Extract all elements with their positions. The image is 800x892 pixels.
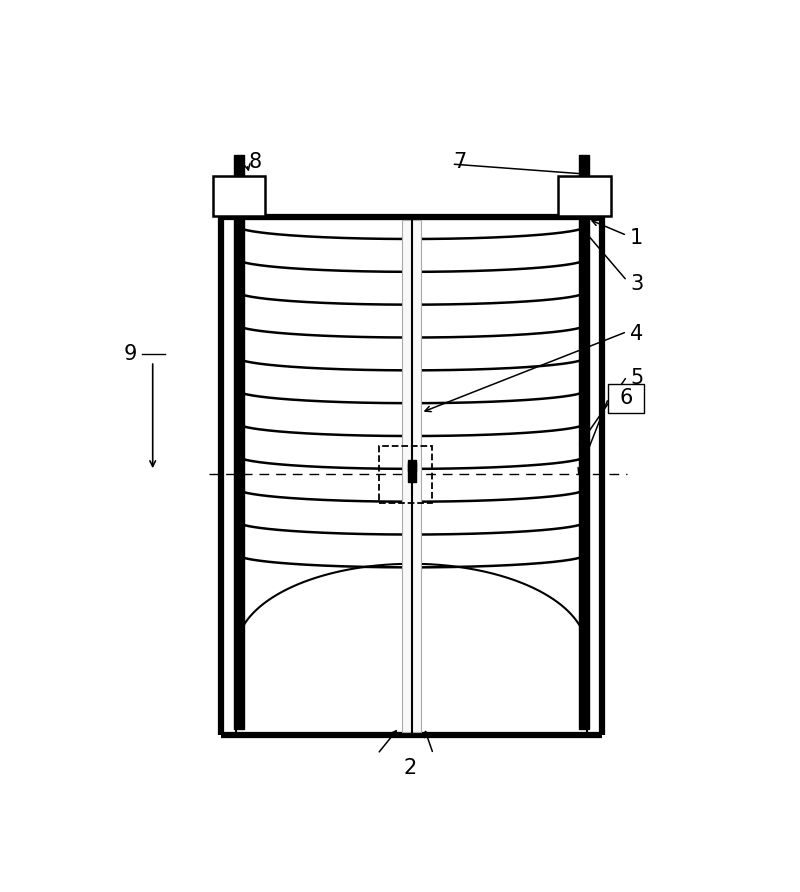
Text: 3: 3 <box>630 274 643 293</box>
Bar <box>213 176 266 216</box>
Text: 2: 2 <box>403 758 417 778</box>
Bar <box>558 176 610 216</box>
Bar <box>407 463 415 483</box>
Text: 6: 6 <box>620 388 633 409</box>
Text: 1: 1 <box>630 227 643 248</box>
Bar <box>407 459 415 471</box>
Bar <box>608 384 644 413</box>
Text: 8: 8 <box>249 152 262 172</box>
Text: 5: 5 <box>630 368 643 388</box>
Bar <box>234 155 244 729</box>
Bar <box>579 155 590 729</box>
Bar <box>402 220 421 732</box>
Text: 4: 4 <box>630 324 643 343</box>
Bar <box>379 446 432 503</box>
Text: 7: 7 <box>454 152 466 172</box>
Text: 9: 9 <box>124 344 138 364</box>
